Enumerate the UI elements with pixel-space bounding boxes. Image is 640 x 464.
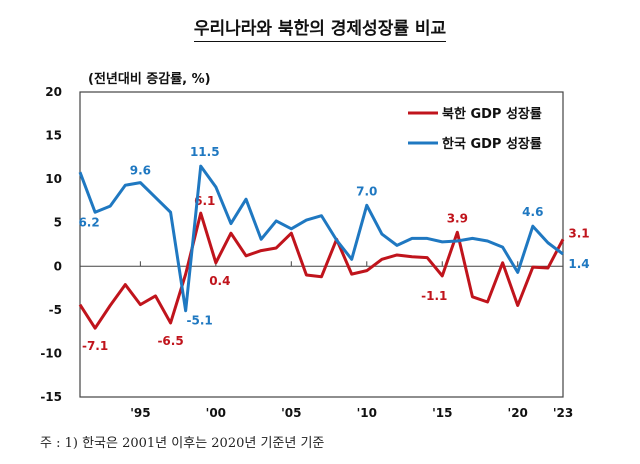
x-tick-label: '05 [281, 406, 301, 420]
x-tick-label: '95 [130, 406, 150, 420]
x-tick-label: '10 [357, 406, 377, 420]
data-label: 11.5 [190, 145, 220, 159]
data-label: 6.2 [78, 215, 99, 229]
footnote: 주 : 1) 한국은 2001년 이후는 2020년 기준년 기준 [40, 436, 325, 451]
y-tick-label: -5 [49, 303, 62, 317]
data-label: 3.9 [447, 211, 468, 225]
data-label: 7.0 [356, 184, 377, 198]
x-tick-label: '00 [206, 406, 226, 420]
data-label: 3.1 [568, 226, 589, 240]
data-label: 9.6 [130, 164, 151, 178]
y-tick-label: 5 [54, 216, 62, 230]
series-line-0 [78, 211, 565, 330]
x-tick-label: '23 [553, 406, 573, 420]
data-label: -7.1 [82, 339, 108, 353]
x-tick-label: '20 [508, 406, 528, 420]
data-label: 4.6 [522, 205, 543, 219]
y-tick-label: 20 [45, 85, 62, 99]
y-tick-label: -15 [40, 390, 62, 404]
chart-title: 우리나라와 북한의 경제성장률 비교 [0, 14, 640, 42]
x-tick-label: '15 [432, 406, 452, 420]
y-tick-label: 0 [54, 259, 62, 273]
y-tick-label: 15 [45, 129, 62, 143]
legend-label-0: 북한 GDP 성장률 [442, 106, 542, 122]
chart-title-text: 우리나라와 북한의 경제성장률 비교 [193, 19, 447, 42]
y-axis-unit-label: (전년대비 증감률, %) [88, 72, 211, 87]
data-label: -1.1 [421, 289, 447, 303]
y-tick-label: 10 [45, 172, 62, 186]
legend-label-1: 한국 GDP 성장률 [442, 136, 542, 152]
data-label: -6.5 [157, 334, 183, 348]
data-label: 6.1 [194, 194, 215, 208]
y-tick-label: -10 [40, 346, 62, 360]
series-line-1 [78, 164, 564, 313]
data-label: 1.4 [568, 257, 589, 271]
data-label: 0.4 [209, 274, 230, 288]
data-label: -5.1 [187, 314, 213, 328]
plot-frame [79, 91, 564, 398]
